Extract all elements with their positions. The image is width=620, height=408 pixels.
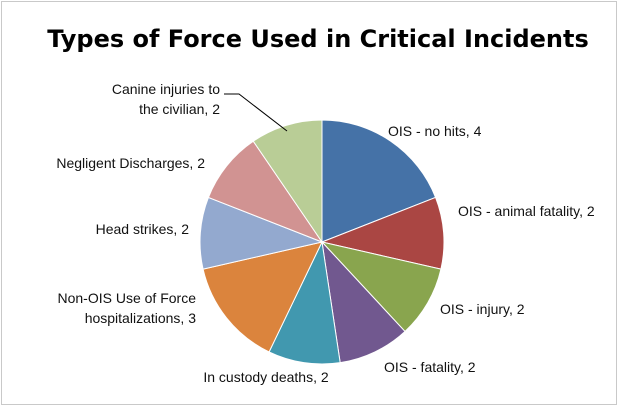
slice-label-line: OIS - fatality, 2 bbox=[384, 359, 476, 375]
slice-label-1: OIS - no hits, 4 bbox=[388, 123, 482, 139]
slice-label-3: OIS - injury, 2 bbox=[440, 301, 525, 317]
leader-line bbox=[224, 93, 288, 132]
slice-label-6: Non-OIS Use of Force hospitalizations, 3 bbox=[58, 290, 197, 326]
slice-label-line: Non-OIS Use of Force bbox=[58, 290, 197, 306]
slice-label-8: Negligent Discharges, 2 bbox=[56, 155, 205, 171]
slice-label-4: OIS - fatality, 2 bbox=[384, 359, 476, 375]
slice-label-line: OIS - injury, 2 bbox=[440, 301, 525, 317]
pie-slice-9 bbox=[252, 119, 323, 244]
pie-slice-1 bbox=[321, 119, 437, 243]
pie-slices bbox=[199, 119, 445, 365]
slice-label-2: OIS - animal fatality, 2 bbox=[458, 203, 595, 219]
slice-label-5: In custody deaths, 2 bbox=[203, 369, 329, 385]
slice-label-line: Negligent Discharges, 2 bbox=[56, 155, 205, 171]
chart-title: Types of Force Used in Critical Incident… bbox=[47, 25, 589, 53]
slice-label-7: Head strikes, 2 bbox=[96, 221, 190, 237]
slice-label-line: In custody deaths, 2 bbox=[203, 369, 329, 385]
slice-label-line: hospitalizations, 3 bbox=[85, 310, 197, 326]
pie-slice-6 bbox=[202, 241, 323, 353]
slice-label-line: OIS - animal fatality, 2 bbox=[458, 203, 595, 219]
slice-labels: OIS - no hits, 4 OIS - animal fatality, 2… bbox=[56, 81, 595, 385]
slice-label-line: Canine injuries to bbox=[112, 81, 220, 97]
slice-label-line: OIS - no hits, 4 bbox=[388, 123, 482, 139]
slice-label-line: the civilian, 2 bbox=[139, 101, 220, 117]
slice-label-9: Canine injuries to the civilian, 2 bbox=[112, 81, 220, 117]
slice-label-line: Head strikes, 2 bbox=[96, 221, 190, 237]
